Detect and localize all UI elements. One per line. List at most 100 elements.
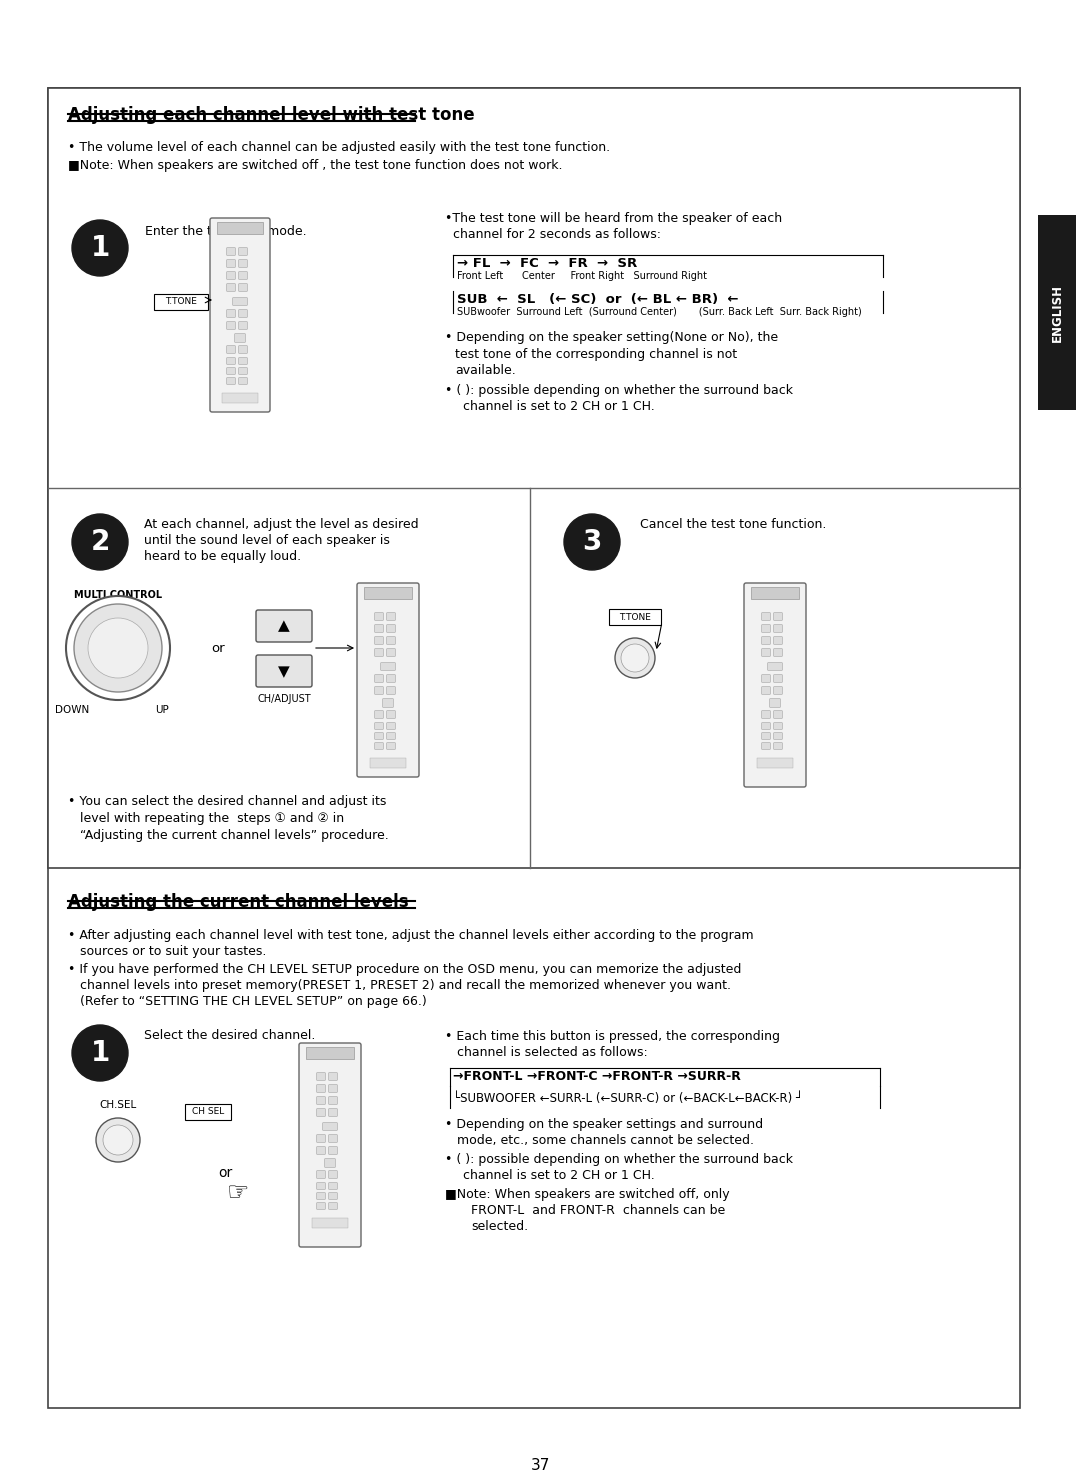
Text: channel is set to 2 CH or 1 CH.: channel is set to 2 CH or 1 CH. [463, 399, 654, 413]
FancyBboxPatch shape [232, 297, 247, 305]
FancyBboxPatch shape [239, 247, 247, 256]
FancyBboxPatch shape [227, 368, 235, 374]
FancyBboxPatch shape [375, 732, 383, 740]
Text: ☞: ☞ [227, 1182, 249, 1205]
Text: ■Note: When speakers are switched off, only: ■Note: When speakers are switched off, o… [445, 1188, 730, 1201]
FancyBboxPatch shape [387, 742, 395, 750]
Circle shape [103, 1126, 133, 1155]
FancyBboxPatch shape [185, 1103, 231, 1120]
FancyBboxPatch shape [387, 612, 395, 620]
Circle shape [72, 220, 129, 277]
Text: Adjusting the current channel levels: Adjusting the current channel levels [68, 893, 408, 911]
Text: MULTI CONTROL: MULTI CONTROL [73, 590, 162, 600]
Text: DOWN: DOWN [55, 705, 90, 714]
Text: CH.SEL: CH.SEL [99, 1100, 137, 1111]
Circle shape [564, 515, 620, 569]
Text: 3: 3 [582, 528, 602, 556]
Text: • Depending on the speaker setting(None or No), the: • Depending on the speaker setting(None … [445, 331, 778, 345]
Text: Adjusting each channel level with test tone: Adjusting each channel level with test t… [68, 106, 474, 124]
FancyBboxPatch shape [48, 87, 1020, 1408]
Text: └SUBWOOFER ←SURR-L (←SURR-C) or (←BACK-L←BACK-R) ┘: └SUBWOOFER ←SURR-L (←SURR-C) or (←BACK-L… [453, 1092, 804, 1105]
FancyBboxPatch shape [316, 1134, 325, 1142]
Circle shape [66, 596, 170, 700]
Text: or: or [218, 1165, 232, 1180]
FancyBboxPatch shape [773, 711, 782, 719]
FancyBboxPatch shape [299, 1043, 361, 1247]
FancyBboxPatch shape [222, 393, 258, 402]
Text: ▼: ▼ [279, 664, 289, 679]
FancyBboxPatch shape [761, 711, 770, 719]
FancyBboxPatch shape [227, 247, 235, 256]
FancyBboxPatch shape [387, 711, 395, 719]
FancyBboxPatch shape [312, 1219, 348, 1228]
Text: • ( ): possible depending on whether the surround back: • ( ): possible depending on whether the… [445, 385, 793, 396]
FancyBboxPatch shape [380, 663, 395, 670]
Text: • You can select the desired channel and adjust its: • You can select the desired channel and… [68, 796, 387, 808]
FancyBboxPatch shape [773, 649, 782, 657]
FancyBboxPatch shape [370, 759, 406, 768]
Text: Enter the test tone mode.: Enter the test tone mode. [145, 225, 307, 238]
FancyBboxPatch shape [387, 624, 395, 633]
FancyBboxPatch shape [239, 284, 247, 291]
Text: • Depending on the speaker settings and surround: • Depending on the speaker settings and … [445, 1118, 764, 1131]
Text: 1: 1 [91, 1040, 110, 1066]
FancyBboxPatch shape [316, 1192, 325, 1199]
Text: mode, etc., some channels cannot be selected.: mode, etc., some channels cannot be sele… [457, 1134, 754, 1148]
Circle shape [72, 1025, 129, 1081]
Text: ■Note: When speakers are switched off , the test tone function does not work.: ■Note: When speakers are switched off , … [68, 160, 563, 172]
Text: CH SEL: CH SEL [192, 1108, 225, 1117]
FancyBboxPatch shape [227, 358, 235, 364]
Text: • ( ): possible depending on whether the surround back: • ( ): possible depending on whether the… [445, 1154, 793, 1165]
Text: test tone of the corresponding channel is not: test tone of the corresponding channel i… [455, 348, 738, 361]
FancyBboxPatch shape [316, 1109, 325, 1117]
Text: ENGLISH: ENGLISH [1051, 284, 1064, 342]
Text: “Adjusting the current channel levels” procedure.: “Adjusting the current channel levels” p… [80, 830, 389, 842]
FancyBboxPatch shape [48, 87, 1020, 868]
FancyBboxPatch shape [1038, 214, 1076, 410]
Text: (Refer to “SETTING THE CH LEVEL SETUP” on page 66.): (Refer to “SETTING THE CH LEVEL SETUP” o… [80, 995, 427, 1009]
FancyBboxPatch shape [773, 723, 782, 729]
Text: • Each time this button is pressed, the corresponding: • Each time this button is pressed, the … [445, 1029, 780, 1043]
FancyBboxPatch shape [239, 346, 247, 353]
Text: • The volume level of each channel can be adjusted easily with the test tone fun: • The volume level of each channel can b… [68, 141, 610, 154]
FancyBboxPatch shape [227, 260, 235, 268]
FancyBboxPatch shape [387, 686, 395, 694]
FancyBboxPatch shape [770, 698, 781, 707]
FancyBboxPatch shape [375, 686, 383, 694]
FancyBboxPatch shape [227, 322, 235, 330]
FancyBboxPatch shape [328, 1084, 337, 1093]
Text: 2: 2 [91, 528, 110, 556]
Text: level with repeating the  steps ① and ② in: level with repeating the steps ① and ② i… [80, 812, 345, 825]
Text: T.TONE: T.TONE [619, 612, 651, 621]
FancyBboxPatch shape [227, 309, 235, 318]
Text: heard to be equally loud.: heard to be equally loud. [144, 550, 301, 563]
FancyBboxPatch shape [328, 1097, 337, 1105]
FancyBboxPatch shape [357, 583, 419, 776]
Text: →FRONT-L →FRONT-C →FRONT-R →SURR-R: →FRONT-L →FRONT-C →FRONT-R →SURR-R [453, 1069, 741, 1083]
Text: channel levels into preset memory(PRESET 1, PRESET 2) and recall the memorized w: channel levels into preset memory(PRESET… [80, 979, 731, 992]
Text: channel for 2 seconds as follows:: channel for 2 seconds as follows: [445, 228, 661, 241]
FancyBboxPatch shape [761, 636, 770, 645]
FancyBboxPatch shape [316, 1146, 325, 1154]
FancyBboxPatch shape [768, 663, 782, 670]
FancyBboxPatch shape [227, 272, 235, 280]
Text: SUBwoofer  Surround Left  (Surround Center)       (Surr. Back Left  Surr. Back R: SUBwoofer Surround Left (Surround Center… [457, 308, 862, 317]
FancyBboxPatch shape [364, 587, 411, 599]
FancyBboxPatch shape [239, 358, 247, 364]
Text: Select the desired channel.: Select the desired channel. [144, 1029, 315, 1043]
FancyBboxPatch shape [328, 1146, 337, 1154]
Text: Front Left      Center     Front Right   Surround Right: Front Left Center Front Right Surround R… [457, 271, 707, 281]
FancyBboxPatch shape [323, 1123, 337, 1130]
Text: ▲: ▲ [279, 618, 289, 633]
FancyBboxPatch shape [239, 368, 247, 374]
FancyBboxPatch shape [751, 587, 799, 599]
FancyBboxPatch shape [773, 732, 782, 740]
FancyBboxPatch shape [306, 1047, 354, 1059]
Text: SUB  ←  SL   (← SC)  or  (← BL ← BR)  ←: SUB ← SL (← SC) or (← BL ← BR) ← [457, 293, 739, 306]
FancyBboxPatch shape [234, 334, 245, 342]
FancyBboxPatch shape [227, 377, 235, 385]
FancyBboxPatch shape [609, 609, 661, 626]
FancyBboxPatch shape [375, 636, 383, 645]
Text: Cancel the test tone function.: Cancel the test tone function. [640, 518, 826, 531]
Text: until the sound level of each speaker is: until the sound level of each speaker is [144, 534, 390, 547]
